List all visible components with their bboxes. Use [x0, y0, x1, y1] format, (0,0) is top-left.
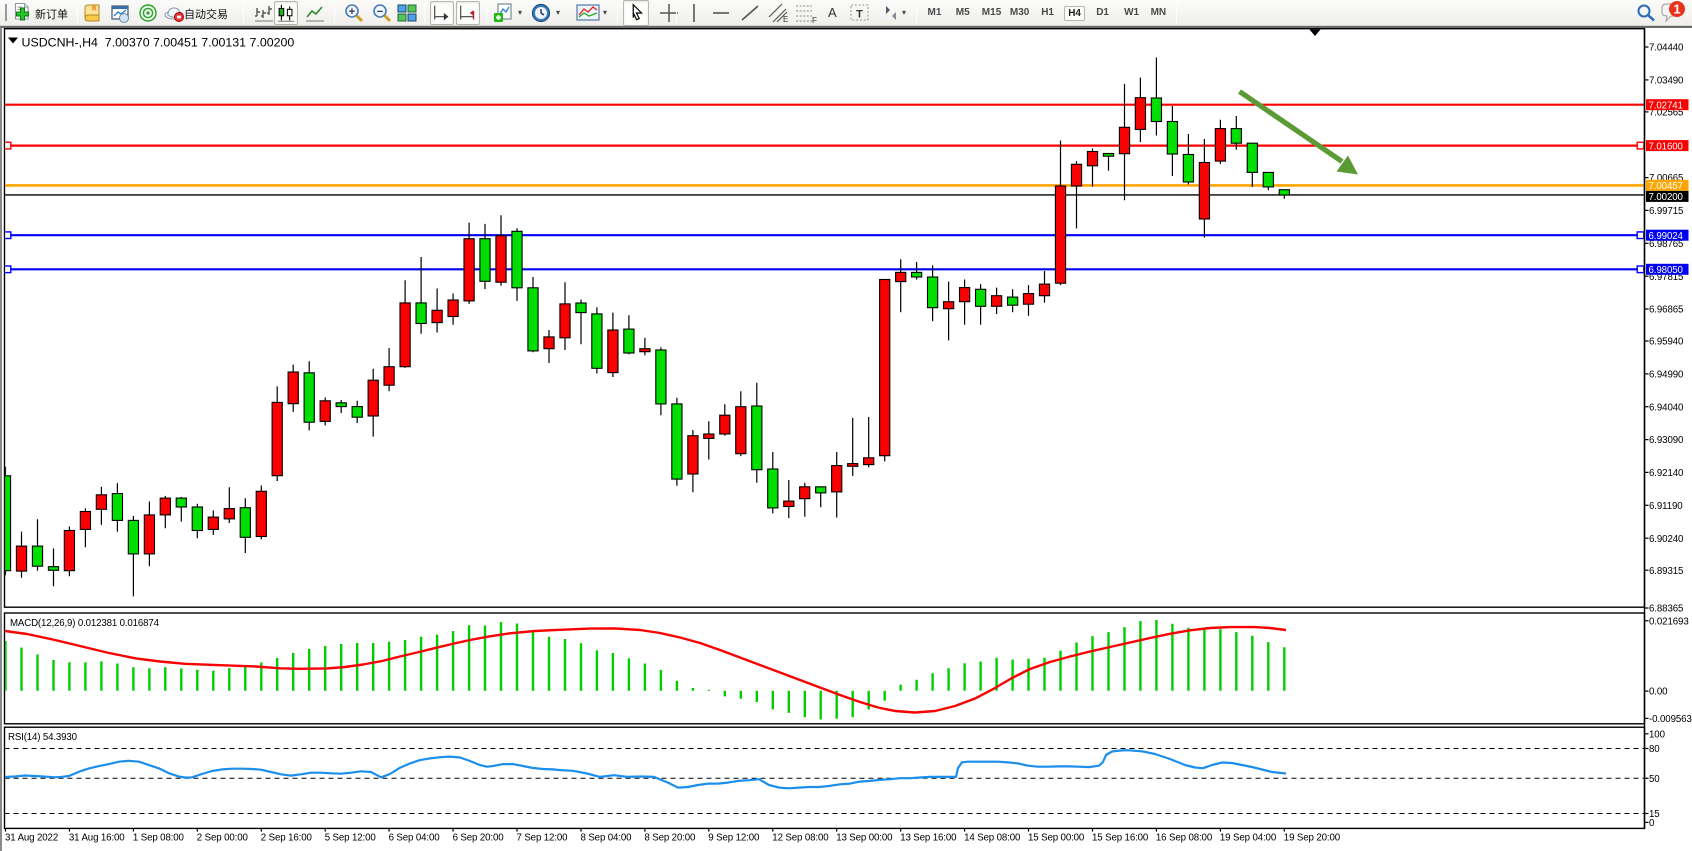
svg-text:−: −: [377, 5, 383, 17]
svg-text:6.96865: 6.96865: [1649, 305, 1683, 316]
svg-text:2 Sep 00:00: 2 Sep 00:00: [197, 832, 249, 843]
svg-text:14 Sep 08:00: 14 Sep 08:00: [964, 832, 1021, 843]
svg-text:7.00665: 7.00665: [1649, 173, 1683, 184]
svg-text:7.00457: 7.00457: [1649, 181, 1683, 192]
svg-text:8 Sep 20:00: 8 Sep 20:00: [644, 832, 696, 843]
svg-text:31 Aug 16:00: 31 Aug 16:00: [69, 832, 125, 843]
svg-text:19 Sep 20:00: 19 Sep 20:00: [1284, 832, 1341, 843]
svg-text:T: T: [856, 8, 863, 20]
svg-text:15 Sep 00:00: 15 Sep 00:00: [1028, 832, 1085, 843]
svg-text:7.02565: 7.02565: [1649, 108, 1683, 119]
svg-text:6.94040: 6.94040: [1649, 402, 1684, 413]
svg-text:6 Sep 04:00: 6 Sep 04:00: [389, 832, 441, 843]
svg-text:6.95940: 6.95940: [1649, 337, 1684, 348]
svg-text:6.89315: 6.89315: [1649, 566, 1683, 577]
svg-text:USDCNH-,H4 7.00370 7.00451 7.: USDCNH-,H4 7.00370 7.00451 7.00131 7.002…: [22, 36, 295, 50]
svg-text:6.98050: 6.98050: [1649, 265, 1684, 276]
svg-text:6.99024: 6.99024: [1649, 231, 1684, 242]
svg-text:6.97815: 6.97815: [1649, 272, 1683, 283]
svg-text:7.01600: 7.01600: [1649, 141, 1684, 152]
svg-text:8 Sep 04:00: 8 Sep 04:00: [581, 832, 633, 843]
svg-text:6.93090: 6.93090: [1649, 435, 1684, 446]
svg-text:7.04440: 7.04440: [1649, 43, 1684, 54]
svg-text:0: 0: [1649, 818, 1655, 829]
svg-text:16 Sep 08:00: 16 Sep 08:00: [1156, 832, 1213, 843]
svg-text:5 Sep 12:00: 5 Sep 12:00: [325, 832, 377, 843]
svg-text:E: E: [783, 15, 788, 24]
svg-text:7 Sep 12:00: 7 Sep 12:00: [517, 832, 569, 843]
svg-text:6 Sep 20:00: 6 Sep 20:00: [453, 832, 505, 843]
svg-text:50: 50: [1649, 774, 1660, 785]
svg-text:6.88365: 6.88365: [1649, 604, 1683, 615]
svg-text:7.03490: 7.03490: [1649, 76, 1684, 87]
svg-text:13 Sep 00:00: 13 Sep 00:00: [836, 832, 893, 843]
svg-text:MACD(12,26,9) 0.012381 0.01687: MACD(12,26,9) 0.012381 0.016874: [10, 618, 160, 629]
svg-text:+: +: [349, 5, 355, 17]
svg-text:31 Aug 2022: 31 Aug 2022: [5, 832, 58, 843]
svg-text:6.99715: 6.99715: [1649, 206, 1683, 217]
svg-text:2 Sep 16:00: 2 Sep 16:00: [261, 832, 313, 843]
svg-text:0.00: 0.00: [1649, 687, 1668, 698]
svg-text:9 Sep 12:00: 9 Sep 12:00: [708, 832, 760, 843]
svg-text:12 Sep 08:00: 12 Sep 08:00: [772, 832, 829, 843]
svg-text:80: 80: [1649, 744, 1660, 755]
svg-text:7.02741: 7.02741: [1649, 100, 1683, 111]
svg-text:1: 1: [1673, 1, 1680, 16]
svg-text:6.98765: 6.98765: [1649, 239, 1683, 250]
svg-text:100: 100: [1649, 729, 1666, 740]
svg-text:7.00200: 7.00200: [1649, 192, 1684, 203]
svg-text:15 Sep 16:00: 15 Sep 16:00: [1092, 832, 1149, 843]
svg-text:19 Sep 04:00: 19 Sep 04:00: [1220, 832, 1277, 843]
svg-text:13 Sep 16:00: 13 Sep 16:00: [900, 832, 957, 843]
svg-text:15: 15: [1649, 809, 1660, 820]
svg-text:6.90240: 6.90240: [1649, 534, 1684, 545]
svg-text:6.91190: 6.91190: [1649, 501, 1683, 512]
svg-text:6.92140: 6.92140: [1649, 468, 1684, 479]
svg-text:-0.009563: -0.009563: [1649, 714, 1692, 725]
svg-text:1 Sep 08:00: 1 Sep 08:00: [133, 832, 185, 843]
svg-text:0.021693: 0.021693: [1649, 616, 1689, 627]
svg-text:6.94990: 6.94990: [1649, 370, 1684, 381]
svg-text:F: F: [812, 16, 817, 25]
svg-text:RSI(14) 54.3930: RSI(14) 54.3930: [8, 732, 78, 743]
